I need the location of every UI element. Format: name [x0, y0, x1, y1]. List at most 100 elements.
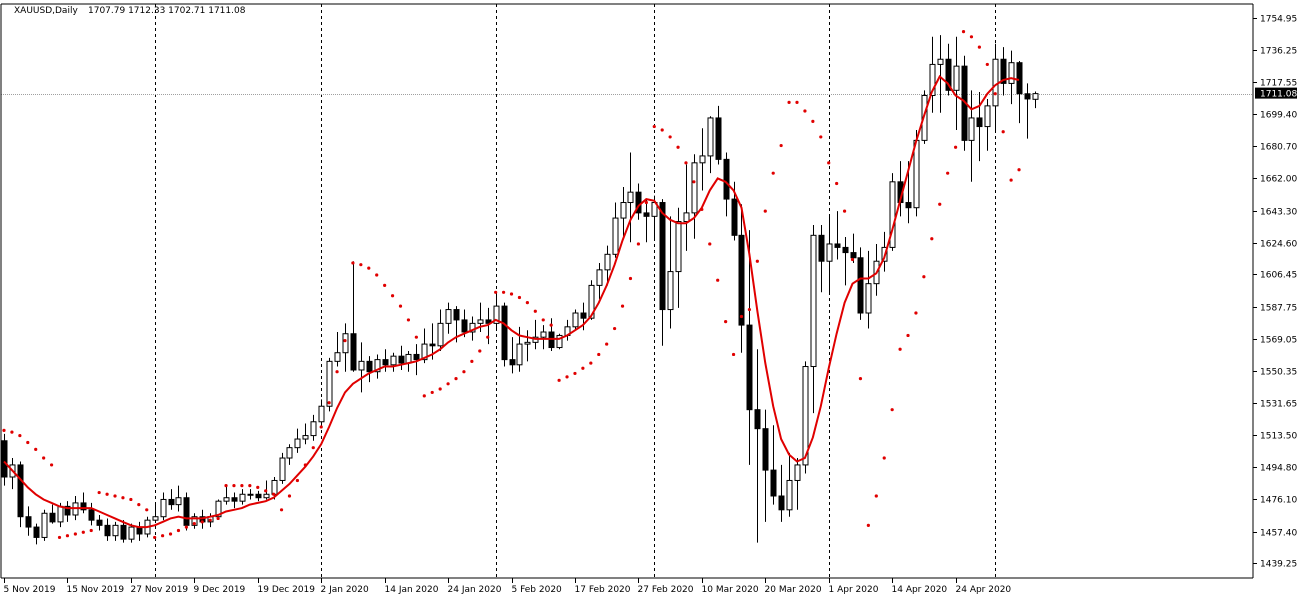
sar-dot	[787, 100, 791, 104]
candle	[675, 207, 682, 308]
bearish-candle-body	[136, 526, 143, 535]
sar-dot	[930, 237, 934, 241]
sar-dot	[890, 408, 894, 412]
candle	[231, 492, 238, 509]
bullish-candle-body	[620, 202, 627, 219]
bearish-candle-body	[715, 117, 722, 160]
candle	[620, 186, 627, 238]
sar-dot	[42, 456, 46, 460]
candle	[279, 452, 286, 484]
sar-dot	[946, 171, 950, 175]
sar-dot	[565, 375, 569, 379]
bullish-candle-body	[540, 331, 547, 338]
sar-dot	[478, 349, 482, 353]
sar-dot	[620, 304, 625, 308]
x-tick-label: 9 Dec 2019	[194, 585, 246, 595]
sar-dot	[153, 535, 157, 540]
sar-dot	[240, 484, 244, 488]
bearish-candle-body	[64, 505, 71, 516]
candle	[247, 489, 254, 500]
y-tick-label: 1606.45	[1260, 271, 1297, 281]
bearish-candle-body	[731, 198, 738, 236]
candle	[64, 501, 71, 522]
sar-dot	[779, 143, 783, 148]
candle	[358, 342, 365, 393]
bullish-candle-body	[707, 117, 714, 157]
candle	[723, 152, 730, 217]
candle	[49, 504, 56, 524]
bullish-candle-body	[675, 221, 682, 273]
candle	[596, 262, 603, 300]
bullish-candle-body	[596, 269, 603, 286]
sar-dot	[589, 361, 593, 365]
sar-dot	[906, 333, 910, 338]
sar-dot	[73, 532, 77, 536]
bullish-candle-body	[627, 191, 634, 204]
bullish-candle-body	[421, 343, 428, 361]
x-axis-ticks: 5 Nov 2019 15 Nov 2019 27 Nov 2019 9 Dec 20…	[4, 578, 1011, 595]
sar-dot	[161, 534, 165, 538]
bullish-candle-body	[342, 333, 349, 354]
sar-dot	[390, 294, 395, 298]
bullish-candle-body	[302, 435, 309, 440]
bullish-candle-body	[374, 359, 381, 373]
moving-average-group	[3, 74, 1020, 529]
bearish-candle-body	[770, 469, 777, 497]
candle	[945, 43, 952, 96]
candle	[826, 214, 833, 293]
sar-dot	[208, 518, 212, 522]
bullish-candle-body	[271, 479, 278, 495]
sar-dot	[874, 494, 878, 498]
candle	[152, 502, 159, 522]
bullish-candle-body	[683, 212, 690, 223]
candle	[627, 152, 634, 243]
bullish-candle-body	[865, 283, 872, 314]
sar-dot	[129, 497, 133, 502]
sar-dot	[343, 339, 347, 343]
bearish-candle-body	[659, 202, 666, 311]
sar-dot	[81, 530, 85, 534]
sar-dot	[954, 145, 958, 149]
sar-dot	[692, 180, 696, 184]
bullish-candle-body	[493, 305, 500, 324]
candle	[493, 292, 500, 329]
bullish-candle-body	[57, 505, 64, 523]
candle	[604, 245, 611, 286]
sar-dot	[145, 508, 149, 512]
candle	[857, 247, 864, 320]
sar-dot	[842, 209, 847, 213]
candle	[889, 173, 896, 251]
sar-dot	[882, 456, 886, 460]
candlesticks[interactable]	[1, 35, 1039, 545]
candle	[350, 261, 357, 372]
sar-dot	[858, 377, 863, 381]
sar-dot	[724, 320, 728, 324]
candle	[754, 349, 761, 543]
sar-dot	[708, 242, 712, 246]
sar-dot	[898, 347, 902, 351]
bullish-candle-body	[191, 516, 198, 526]
bearish-candle-body	[834, 243, 841, 248]
bullish-candle-body	[286, 447, 293, 459]
x-tick-label: 14 Apr 2020	[892, 585, 948, 595]
bearish-candle-body	[168, 498, 175, 506]
y-tick-label: 1569.05	[1260, 336, 1297, 346]
sar-dot	[755, 259, 759, 263]
sar-dot	[303, 463, 307, 467]
sar-dot	[835, 181, 839, 186]
candle	[691, 154, 698, 239]
bearish-candle-body	[643, 212, 650, 217]
y-tick-label: 1531.65	[1260, 400, 1297, 410]
sar-dot	[509, 292, 514, 296]
y-tick-label: 1494.80	[1260, 464, 1297, 474]
sar-dot	[57, 535, 62, 540]
axes	[0, 3, 1254, 579]
candle	[382, 349, 389, 372]
bullish-candle-body	[984, 105, 991, 128]
bearish-candle-body	[945, 58, 952, 91]
bearish-candle-body	[350, 333, 357, 371]
bullish-candle-body	[112, 524, 119, 537]
bullish-candle-body	[968, 117, 975, 141]
bearish-candle-body	[104, 524, 111, 537]
